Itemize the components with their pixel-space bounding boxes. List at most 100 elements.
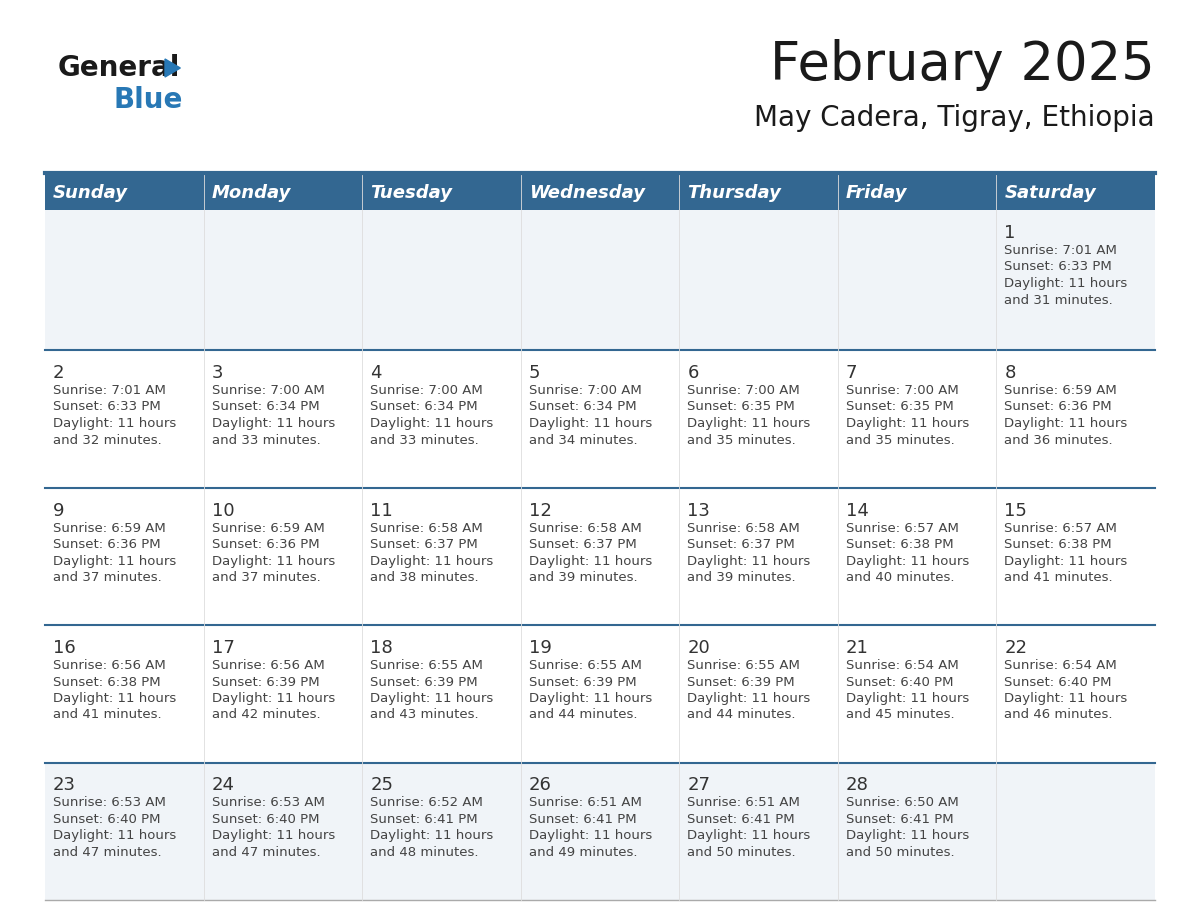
Text: Daylight: 11 hours: Daylight: 11 hours: [529, 830, 652, 843]
Text: February 2025: February 2025: [770, 39, 1155, 91]
Text: and 40 minutes.: and 40 minutes.: [846, 571, 954, 584]
Text: Sunset: 6:41 PM: Sunset: 6:41 PM: [688, 813, 795, 826]
Text: Daylight: 11 hours: Daylight: 11 hours: [211, 830, 335, 843]
Text: Sunrise: 6:58 AM: Sunrise: 6:58 AM: [529, 521, 642, 534]
Text: Sunset: 6:41 PM: Sunset: 6:41 PM: [529, 813, 637, 826]
Text: 19: 19: [529, 639, 551, 657]
Text: Sunrise: 6:53 AM: Sunrise: 6:53 AM: [211, 797, 324, 810]
Text: 15: 15: [1004, 501, 1028, 520]
Text: 14: 14: [846, 501, 868, 520]
Text: Daylight: 11 hours: Daylight: 11 hours: [846, 554, 969, 567]
Text: 27: 27: [688, 777, 710, 794]
Text: Sunset: 6:39 PM: Sunset: 6:39 PM: [371, 676, 478, 688]
Text: and 37 minutes.: and 37 minutes.: [53, 571, 162, 584]
Text: 18: 18: [371, 639, 393, 657]
Text: Sunrise: 6:56 AM: Sunrise: 6:56 AM: [211, 659, 324, 672]
Text: Daylight: 11 hours: Daylight: 11 hours: [529, 554, 652, 567]
Text: and 49 minutes.: and 49 minutes.: [529, 846, 637, 859]
Text: Sunrise: 6:58 AM: Sunrise: 6:58 AM: [371, 521, 482, 534]
Text: 17: 17: [211, 639, 234, 657]
Text: 6: 6: [688, 364, 699, 382]
Text: and 33 minutes.: and 33 minutes.: [371, 433, 479, 446]
Text: Daylight: 11 hours: Daylight: 11 hours: [529, 692, 652, 705]
Bar: [45, 175, 1155, 210]
Text: Sunrise: 6:50 AM: Sunrise: 6:50 AM: [846, 797, 959, 810]
Text: Sunrise: 6:59 AM: Sunrise: 6:59 AM: [211, 521, 324, 534]
Bar: [45, 350, 1155, 487]
Bar: [45, 210, 1155, 350]
Text: Sunrise: 6:51 AM: Sunrise: 6:51 AM: [688, 797, 801, 810]
Text: Sunset: 6:34 PM: Sunset: 6:34 PM: [371, 400, 478, 413]
Text: and 37 minutes.: and 37 minutes.: [211, 571, 321, 584]
Text: 9: 9: [53, 501, 64, 520]
Text: Sunset: 6:35 PM: Sunset: 6:35 PM: [846, 400, 954, 413]
Text: 24: 24: [211, 777, 234, 794]
Text: Sunrise: 7:00 AM: Sunrise: 7:00 AM: [529, 384, 642, 397]
Text: and 32 minutes.: and 32 minutes.: [53, 433, 162, 446]
Text: Sunset: 6:36 PM: Sunset: 6:36 PM: [1004, 400, 1112, 413]
Text: Sunset: 6:37 PM: Sunset: 6:37 PM: [688, 538, 795, 551]
Text: Tuesday: Tuesday: [371, 184, 453, 201]
Text: Daylight: 11 hours: Daylight: 11 hours: [211, 554, 335, 567]
Text: Daylight: 11 hours: Daylight: 11 hours: [53, 692, 176, 705]
Text: 10: 10: [211, 501, 234, 520]
Text: and 38 minutes.: and 38 minutes.: [371, 571, 479, 584]
Text: and 44 minutes.: and 44 minutes.: [529, 709, 637, 722]
Text: 8: 8: [1004, 364, 1016, 382]
Text: and 50 minutes.: and 50 minutes.: [846, 846, 954, 859]
Text: 28: 28: [846, 777, 868, 794]
Text: Sunset: 6:38 PM: Sunset: 6:38 PM: [1004, 538, 1112, 551]
Text: 12: 12: [529, 501, 551, 520]
Text: and 47 minutes.: and 47 minutes.: [211, 846, 321, 859]
Text: Daylight: 11 hours: Daylight: 11 hours: [371, 417, 493, 430]
Text: Sunrise: 6:58 AM: Sunrise: 6:58 AM: [688, 521, 800, 534]
Text: Sunrise: 6:55 AM: Sunrise: 6:55 AM: [529, 659, 642, 672]
Bar: [45, 763, 1155, 900]
Text: Sunrise: 6:55 AM: Sunrise: 6:55 AM: [688, 659, 801, 672]
Text: Sunset: 6:41 PM: Sunset: 6:41 PM: [846, 813, 954, 826]
Text: 3: 3: [211, 364, 223, 382]
Text: Sunrise: 6:51 AM: Sunrise: 6:51 AM: [529, 797, 642, 810]
Text: Daylight: 11 hours: Daylight: 11 hours: [211, 417, 335, 430]
Text: 1: 1: [1004, 224, 1016, 242]
Text: Sunset: 6:35 PM: Sunset: 6:35 PM: [688, 400, 795, 413]
Text: Daylight: 11 hours: Daylight: 11 hours: [1004, 417, 1127, 430]
Text: Monday: Monday: [211, 184, 291, 201]
Text: Daylight: 11 hours: Daylight: 11 hours: [1004, 692, 1127, 705]
Text: and 46 minutes.: and 46 minutes.: [1004, 709, 1113, 722]
Text: and 39 minutes.: and 39 minutes.: [529, 571, 637, 584]
Text: 20: 20: [688, 639, 710, 657]
Text: Sunset: 6:33 PM: Sunset: 6:33 PM: [1004, 261, 1112, 274]
Text: Sunrise: 6:56 AM: Sunrise: 6:56 AM: [53, 659, 166, 672]
Text: Daylight: 11 hours: Daylight: 11 hours: [846, 692, 969, 705]
Text: and 41 minutes.: and 41 minutes.: [53, 709, 162, 722]
Text: Daylight: 11 hours: Daylight: 11 hours: [529, 417, 652, 430]
Bar: [45, 487, 1155, 625]
Text: 22: 22: [1004, 639, 1028, 657]
Text: Sunrise: 6:59 AM: Sunrise: 6:59 AM: [53, 521, 166, 534]
Text: Daylight: 11 hours: Daylight: 11 hours: [371, 692, 493, 705]
Polygon shape: [165, 59, 181, 77]
Text: Sunset: 6:41 PM: Sunset: 6:41 PM: [371, 813, 478, 826]
Text: 26: 26: [529, 777, 551, 794]
Text: Sunrise: 7:01 AM: Sunrise: 7:01 AM: [53, 384, 166, 397]
Text: Daylight: 11 hours: Daylight: 11 hours: [371, 830, 493, 843]
Text: and 33 minutes.: and 33 minutes.: [211, 433, 321, 446]
Text: General: General: [58, 54, 181, 82]
Text: and 48 minutes.: and 48 minutes.: [371, 846, 479, 859]
Text: and 31 minutes.: and 31 minutes.: [1004, 294, 1113, 307]
Text: Sunset: 6:39 PM: Sunset: 6:39 PM: [688, 676, 795, 688]
Text: and 43 minutes.: and 43 minutes.: [371, 709, 479, 722]
Text: 16: 16: [53, 639, 76, 657]
Text: Sunset: 6:36 PM: Sunset: 6:36 PM: [211, 538, 320, 551]
Text: 2: 2: [53, 364, 64, 382]
Text: Wednesday: Wednesday: [529, 184, 645, 201]
Text: Daylight: 11 hours: Daylight: 11 hours: [688, 554, 810, 567]
Text: and 41 minutes.: and 41 minutes.: [1004, 571, 1113, 584]
Text: Sunrise: 7:00 AM: Sunrise: 7:00 AM: [211, 384, 324, 397]
Text: Sunset: 6:37 PM: Sunset: 6:37 PM: [371, 538, 478, 551]
Text: Sunrise: 7:00 AM: Sunrise: 7:00 AM: [846, 384, 959, 397]
Text: Sunset: 6:40 PM: Sunset: 6:40 PM: [1004, 676, 1112, 688]
Text: Daylight: 11 hours: Daylight: 11 hours: [53, 417, 176, 430]
Text: Sunset: 6:40 PM: Sunset: 6:40 PM: [846, 676, 953, 688]
